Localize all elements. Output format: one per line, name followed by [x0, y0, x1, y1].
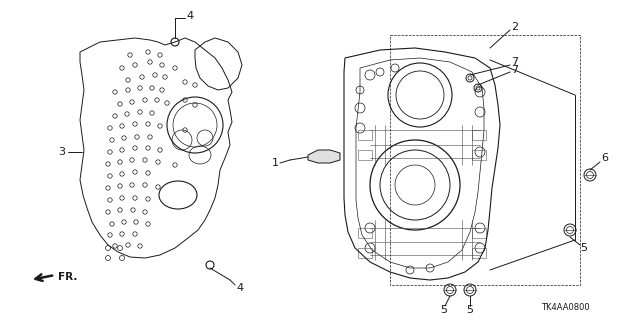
- Text: 7: 7: [511, 65, 518, 75]
- Text: 6: 6: [602, 153, 609, 163]
- Text: 4: 4: [236, 283, 244, 293]
- Text: TK4AA0800: TK4AA0800: [541, 303, 590, 313]
- Text: 3: 3: [58, 147, 65, 157]
- Text: 5: 5: [440, 305, 447, 315]
- Text: 4: 4: [186, 11, 193, 21]
- Bar: [472, 228, 486, 238]
- Text: 5: 5: [467, 305, 474, 315]
- Bar: [358, 130, 372, 140]
- Bar: [358, 150, 372, 160]
- Bar: [358, 248, 372, 258]
- Text: FR.: FR.: [58, 272, 77, 282]
- Bar: [472, 150, 486, 160]
- Bar: [472, 130, 486, 140]
- Bar: [358, 228, 372, 238]
- Bar: [472, 248, 486, 258]
- Text: 2: 2: [511, 22, 518, 32]
- Text: 1: 1: [271, 158, 278, 168]
- Text: 7: 7: [511, 57, 518, 67]
- Text: 5: 5: [580, 243, 588, 253]
- Polygon shape: [308, 150, 340, 163]
